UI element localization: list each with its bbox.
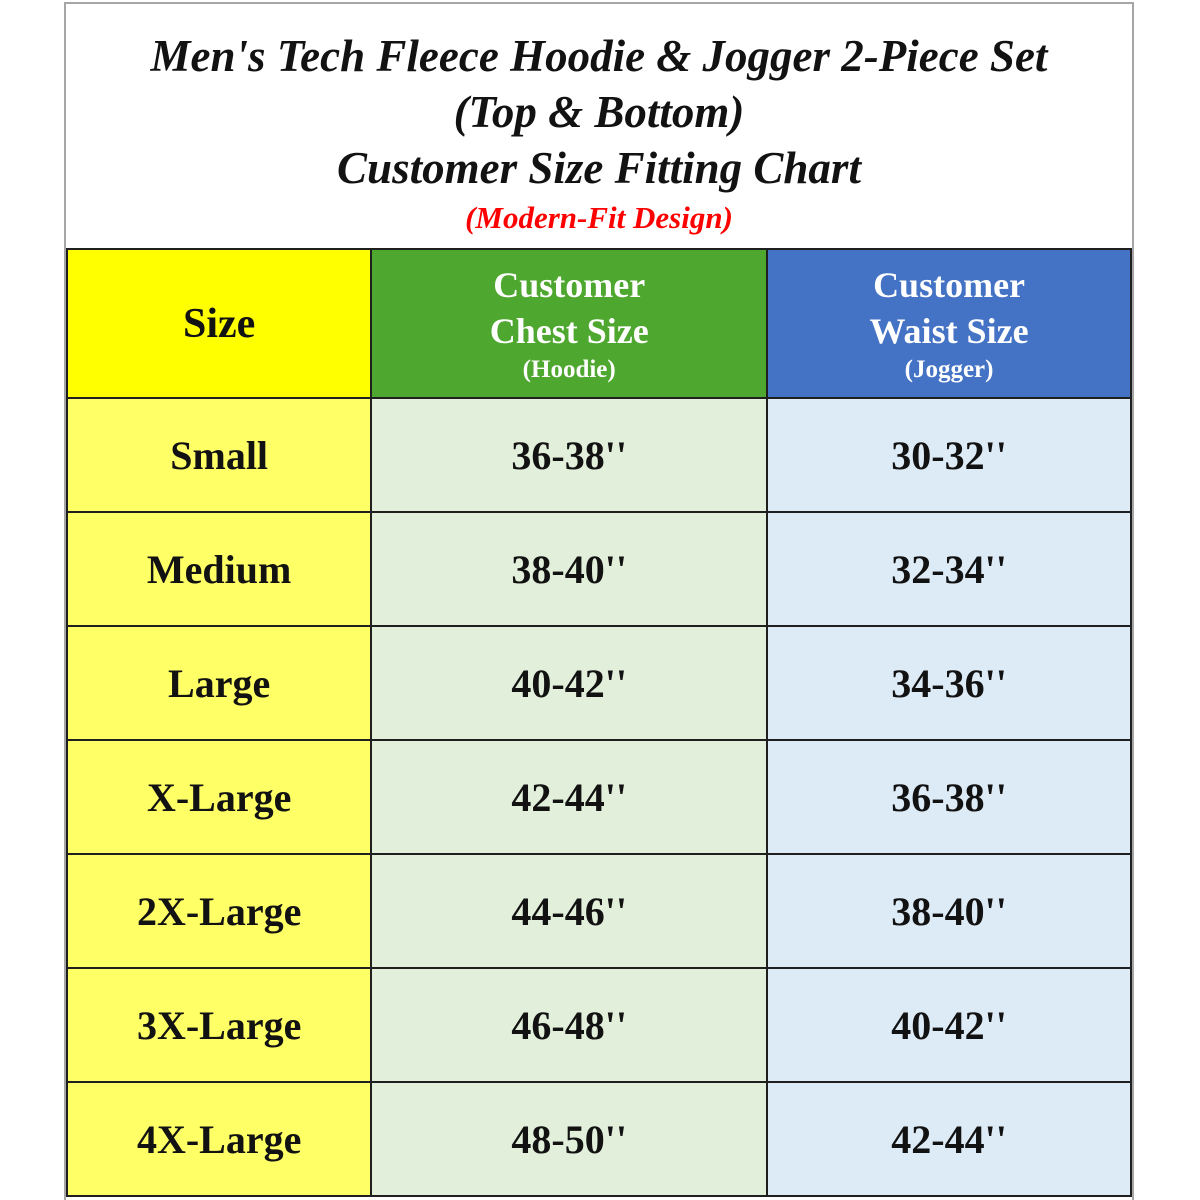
size-label: 4X-Large <box>65 1081 373 1197</box>
page-title: Men's Tech Fleece Hoodie & Jogger 2-Piec… <box>150 31 1048 81</box>
title-fitting-chart: Customer Size Fitting Chart <box>337 143 861 193</box>
chest-value: 44-46'' <box>370 853 769 969</box>
size-chart-table: Size Customer Chest Size (Hoodie) Custom… <box>65 248 1132 1197</box>
waist-value: 32-34'' <box>766 511 1132 627</box>
waist-value: 30-32'' <box>766 397 1132 513</box>
chest-value: 40-42'' <box>370 625 769 741</box>
size-label: Small <box>65 397 373 513</box>
waist-value: 38-40'' <box>766 853 1132 969</box>
chest-value: 36-38'' <box>370 397 769 513</box>
header-chest-sublabel: (Hoodie) <box>522 355 616 383</box>
header-size: Size <box>65 248 373 399</box>
size-label: Medium <box>65 511 373 627</box>
size-label: Large <box>65 625 373 741</box>
header-chest-size: Customer Chest Size (Hoodie) <box>370 248 769 399</box>
table-row-3x-large: 3X-Large 46-48'' 40-42'' <box>65 967 1132 1083</box>
title-top-bottom: (Top & Bottom) <box>453 87 745 137</box>
size-label: 2X-Large <box>65 853 373 969</box>
header-waist-line1: Customer <box>873 264 1026 305</box>
waist-value: 34-36'' <box>766 625 1132 741</box>
title-modern-fit-note: (Modern-Fit Design) <box>465 200 733 235</box>
header-waist-line2: Waist Size <box>869 310 1029 351</box>
title-block: Men's Tech Fleece Hoodie & Jogger 2-Piec… <box>66 4 1132 248</box>
table-row-large: Large 40-42'' 34-36'' <box>65 625 1132 741</box>
header-row: Size Customer Chest Size (Hoodie) Custom… <box>65 248 1132 399</box>
size-chart-frame: Men's Tech Fleece Hoodie & Jogger 2-Piec… <box>64 2 1134 1200</box>
waist-value: 36-38'' <box>766 739 1132 855</box>
chest-value: 46-48'' <box>370 967 769 1083</box>
table-row-2x-large: 2X-Large 44-46'' 38-40'' <box>65 853 1132 969</box>
header-chest-line2: Chest Size <box>489 310 649 351</box>
table-row-medium: Medium 38-40'' 32-34'' <box>65 511 1132 627</box>
chest-value: 38-40'' <box>370 511 769 627</box>
size-label: X-Large <box>65 739 373 855</box>
chest-value: 48-50'' <box>370 1081 769 1197</box>
header-waist-sublabel: (Jogger) <box>904 355 994 383</box>
header-waist-size: Customer Waist Size (Jogger) <box>766 248 1132 399</box>
table-row-4x-large: 4X-Large 48-50'' 42-44'' <box>65 1081 1132 1197</box>
waist-value: 42-44'' <box>766 1081 1132 1197</box>
header-chest-line1: Customer <box>493 264 646 305</box>
table-row-small: Small 36-38'' 30-32'' <box>65 397 1132 513</box>
size-label: 3X-Large <box>65 967 373 1083</box>
waist-value: 40-42'' <box>766 967 1132 1083</box>
table-row-x-large: X-Large 42-44'' 36-38'' <box>65 739 1132 855</box>
chest-value: 42-44'' <box>370 739 769 855</box>
